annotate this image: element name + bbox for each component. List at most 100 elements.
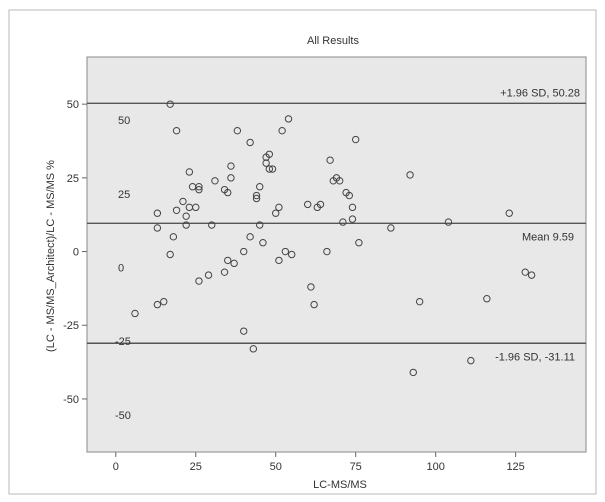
data-point <box>153 300 162 309</box>
data-point <box>307 283 315 291</box>
data-point <box>444 218 453 226</box>
data-point <box>233 126 242 135</box>
y-tick-label: -50 <box>63 394 79 406</box>
data-point <box>272 209 280 217</box>
data-point <box>246 233 254 241</box>
data-point <box>195 185 203 194</box>
data-point <box>256 183 264 191</box>
inner-label: -25 <box>115 336 131 348</box>
data-point <box>351 135 360 144</box>
data-point <box>527 271 536 279</box>
data-point <box>166 250 174 259</box>
data-point <box>275 203 283 212</box>
data-point <box>153 209 162 217</box>
inner-label: 25 <box>118 189 130 201</box>
x-axis: 0 25 50 75 100 125 <box>113 452 525 473</box>
data-point <box>185 168 194 176</box>
inner-label: 0 <box>118 263 124 275</box>
mean-label: Mean 9.59 <box>522 231 574 243</box>
x-tick-label: 50 <box>270 461 282 473</box>
data-point <box>387 224 395 232</box>
data-point <box>211 177 219 185</box>
data-point <box>192 203 200 212</box>
data-point <box>224 188 232 197</box>
data-point <box>268 165 277 173</box>
x-tick-label: 75 <box>350 461 362 473</box>
plot-area <box>86 56 587 453</box>
inner-label: 50 <box>118 115 130 127</box>
data-point <box>227 174 235 182</box>
data-point <box>467 356 475 365</box>
data-point <box>153 224 162 232</box>
data-point <box>409 368 417 377</box>
data-point <box>195 183 203 191</box>
y-tick-label: 25 <box>67 173 79 185</box>
data-point <box>265 150 274 158</box>
x-tick-label: 100 <box>426 461 444 473</box>
data-point <box>240 327 248 335</box>
data-point <box>169 233 178 241</box>
data-point <box>204 271 213 279</box>
data-point <box>160 297 168 306</box>
data-point <box>265 165 274 173</box>
data-point <box>240 247 248 256</box>
data-point <box>249 345 258 353</box>
y-tick-label: 0 <box>73 247 79 259</box>
data-point <box>339 218 347 226</box>
data-point <box>182 221 190 229</box>
data-point <box>483 295 491 303</box>
data-point <box>182 212 190 220</box>
data-point <box>310 300 318 309</box>
data-point <box>415 297 424 306</box>
data-point <box>355 239 363 247</box>
data-point <box>521 268 529 276</box>
x-tick-label: 125 <box>506 461 524 473</box>
data-point <box>406 171 414 179</box>
upper-loa-label: +1.96 SD, 50.28 <box>500 87 580 99</box>
data-point <box>256 221 264 229</box>
y-tick-label: 50 <box>67 99 79 111</box>
x-tick-label: 25 <box>190 461 202 473</box>
data-point <box>335 177 344 185</box>
y-axis-label: (LC - MS/MS_Architect)/LC - MS/MS % <box>45 160 57 352</box>
data-point <box>288 250 296 259</box>
y-axis: 50 25 0 -25 -50 <box>63 99 87 406</box>
data-point <box>179 197 187 206</box>
data-point <box>246 138 254 147</box>
data-point <box>230 259 238 268</box>
data-point <box>323 247 331 256</box>
reference-lines: +1.96 SD, 50.28 Mean 9.59 -1.96 SD, -31.11 <box>87 87 586 363</box>
inner-label: -50 <box>115 410 131 422</box>
data-point <box>252 191 261 200</box>
chart-title: All Results <box>307 35 359 47</box>
data-point <box>220 268 229 276</box>
data-point <box>227 162 235 170</box>
data-point <box>505 209 513 217</box>
data-point <box>224 256 232 265</box>
data-point <box>252 194 261 203</box>
data-point <box>195 277 203 285</box>
data-point <box>172 126 181 135</box>
data-point <box>172 206 181 214</box>
data-point <box>345 191 353 200</box>
data-point <box>281 247 290 256</box>
data-point <box>262 159 270 167</box>
data-point <box>316 200 325 209</box>
inner-value-labels: 50 25 0 -25 -50 <box>115 115 131 422</box>
data-point <box>348 203 357 212</box>
data-point <box>208 221 216 229</box>
x-axis-label: LC-MS/MS <box>313 479 367 491</box>
data-point <box>348 215 357 223</box>
y-tick-label: -25 <box>63 320 79 332</box>
data-point <box>284 115 293 123</box>
data-points <box>131 100 536 377</box>
data-point <box>278 126 286 135</box>
data-point <box>326 156 334 164</box>
data-point <box>304 200 312 209</box>
data-point <box>275 256 283 265</box>
data-point <box>259 239 267 247</box>
data-point <box>166 100 174 108</box>
lower-loa-label: -1.96 SD, -31.11 <box>495 351 575 363</box>
data-point <box>131 309 139 318</box>
